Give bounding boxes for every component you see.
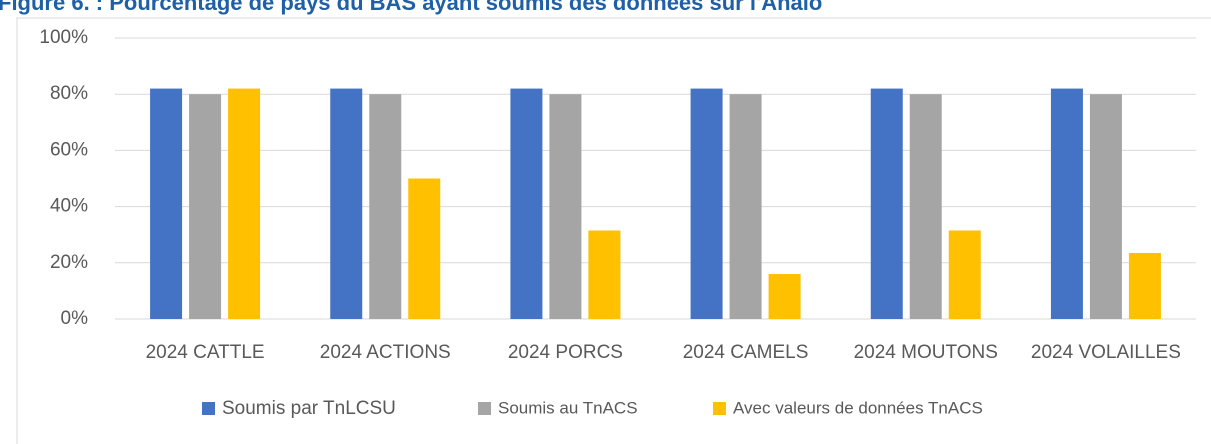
bar [948,230,981,319]
y-tick-label: 60% [50,139,88,160]
bar [369,94,402,319]
x-tick-label: 2024 VOLAILLES [1031,342,1181,363]
bar [870,88,903,319]
x-tick-label: 2024 CATTLE [146,342,265,363]
chart-frame [16,17,1211,444]
legend-swatch [478,402,491,415]
bar [588,230,621,319]
legend-label: Avec valeurs de données TnACS [733,398,983,417]
bar [150,88,183,319]
chart-title: Figure 6. : Pourcentage de pays du BAS a… [0,0,822,15]
x-tick-label: 2024 PORCS [508,342,623,363]
bar [1089,94,1122,319]
bar [228,88,261,319]
y-tick-label: 40% [50,196,88,217]
legend-label: Soumis par TnLCSU [222,398,396,419]
y-tick-label: 20% [50,252,88,273]
x-tick-label: 2024 CAMELS [683,342,809,363]
bar [768,274,801,319]
x-tick-label: 2024 MOUTONS [854,342,998,363]
y-tick-label: 0% [61,308,89,329]
bar [729,94,762,319]
bar [408,178,441,319]
legend-label: Soumis au TnACS [498,398,638,417]
legend-swatch [713,402,726,415]
bar [549,94,582,319]
x-tick-label: 2024 ACTIONS [320,342,451,363]
y-tick-label: 80% [50,83,88,104]
bar [1050,88,1083,319]
legend-swatch [202,402,215,415]
y-tick-label: 100% [39,27,88,48]
bar [1128,252,1161,319]
bar [189,94,222,319]
bar [510,88,543,319]
bar [330,88,363,319]
bar [909,94,942,319]
bar [690,88,723,319]
